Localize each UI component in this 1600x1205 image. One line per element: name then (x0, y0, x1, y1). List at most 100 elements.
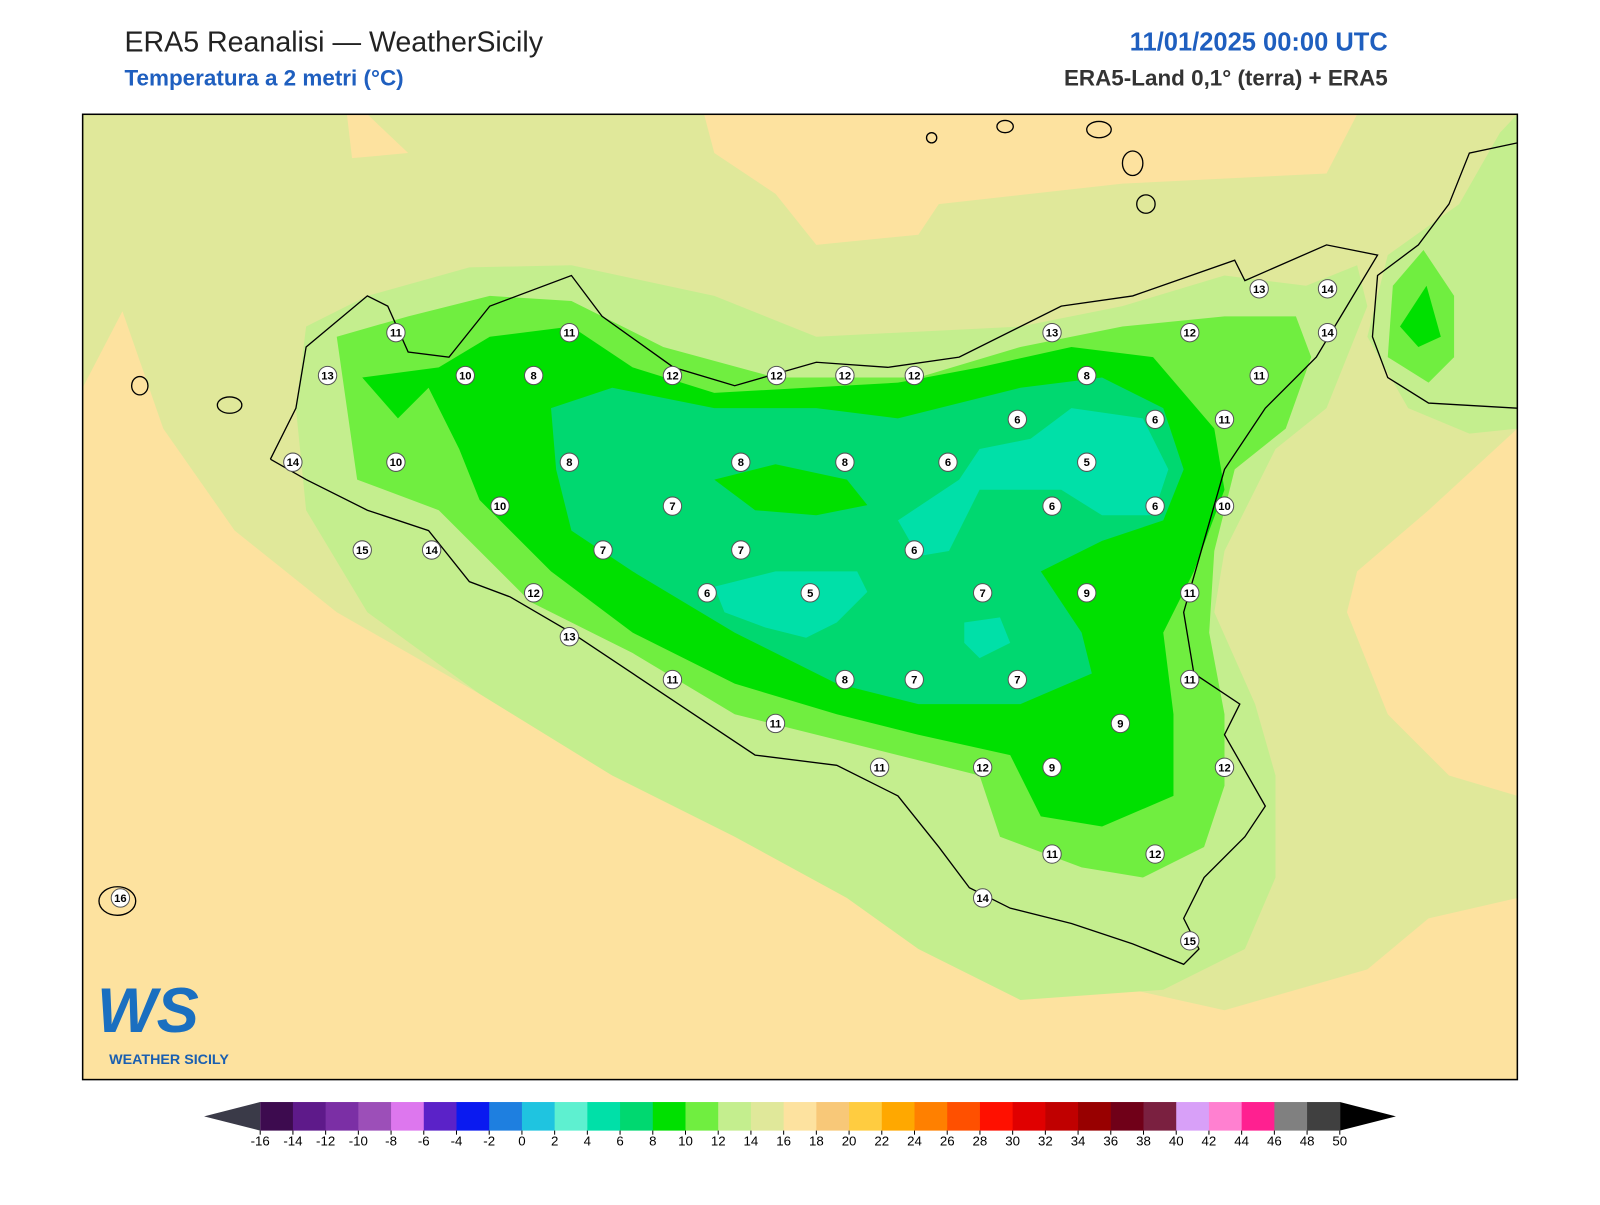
station-value: 6 (704, 588, 710, 600)
station-marker (697, 583, 717, 603)
station: 11 (1249, 365, 1269, 386)
station: 7 (1007, 669, 1028, 690)
station-marker (559, 322, 580, 343)
station-marker (1249, 365, 1269, 386)
colorbar-box (620, 1102, 654, 1131)
colorbar-box (391, 1102, 425, 1131)
coastline (269, 244, 1379, 966)
station-value: 6 (911, 545, 917, 557)
colorbar-box (587, 1102, 621, 1131)
station-marker (1214, 496, 1235, 516)
contour-4-6 (714, 571, 868, 638)
station-marker (559, 627, 580, 647)
station-marker (283, 452, 303, 472)
station-marker (1042, 757, 1062, 778)
station: 6 (1042, 496, 1062, 516)
colorbar-tick-label: 30 (1005, 1133, 1020, 1148)
station-marker (904, 540, 924, 560)
station: 13 (1042, 322, 1062, 343)
station-marker (972, 888, 993, 908)
logo-name: WEATHER SICILY (109, 1052, 229, 1068)
station-marker (1077, 365, 1097, 386)
station-marker (1110, 713, 1131, 734)
station-value: 14 (287, 457, 300, 469)
station-value: 11 (1184, 675, 1196, 687)
station-marker (1007, 409, 1028, 430)
station-marker (835, 365, 855, 386)
station-marker (386, 322, 406, 343)
station: 13 (559, 627, 580, 647)
station: 8 (835, 452, 855, 472)
colorbar-tick-label: 14 (744, 1133, 759, 1148)
island (996, 119, 1014, 134)
station-value: 14 (1321, 284, 1334, 296)
station: 12 (766, 365, 787, 386)
station-marker (1249, 279, 1269, 299)
colorbar-tick-label: -8 (385, 1133, 397, 1148)
station-value: 11 (874, 762, 886, 774)
station-marker (523, 365, 544, 386)
station: 12 (904, 365, 924, 386)
colorbar-box (325, 1102, 359, 1131)
station: 11 (386, 322, 406, 343)
station-value: 8 (842, 457, 848, 469)
colorbar-tick-label: 10 (678, 1133, 693, 1148)
station-value: 15 (356, 545, 368, 557)
colorbar-tick-label: -10 (349, 1133, 368, 1148)
colorbar-tick-label: 20 (842, 1133, 857, 1148)
colorbar-box (358, 1102, 392, 1131)
station: 11 (1180, 583, 1200, 603)
station: 15 (1180, 931, 1200, 951)
colorbar-box (1078, 1102, 1112, 1131)
colorbar-extend-high (1339, 1102, 1396, 1131)
station-value: 12 (770, 370, 782, 382)
station-marker (1214, 409, 1235, 430)
logo: WS WEATHER SICILY (97, 976, 229, 1068)
station: 11 (1214, 409, 1235, 430)
station-value: 11 (563, 328, 575, 340)
station: 6 (1145, 409, 1165, 430)
station-value: 6 (1049, 501, 1055, 513)
island (130, 375, 149, 396)
colorbar-tick-label: 18 (809, 1133, 824, 1148)
station: 10 (490, 496, 510, 516)
station-value: 8 (738, 457, 744, 469)
station: 8 (731, 452, 751, 472)
colorbar-tick-label: 28 (973, 1133, 988, 1148)
colorbar-tick-label: 40 (1169, 1133, 1184, 1148)
station-marker (662, 496, 683, 516)
map: 11 11 13 10 8 12 12 12 12 13 12 13 14 14 8 11 6 6 11 14 10 8 8… (82, 114, 1518, 1080)
station: 8 (559, 452, 580, 472)
station: 13 (317, 365, 338, 386)
station-value: 11 (1219, 414, 1231, 426)
station: 6 (938, 452, 958, 472)
contour-8-10 (1400, 285, 1441, 347)
colorbar-box (783, 1102, 817, 1131)
station-value: 12 (1149, 849, 1161, 861)
station: 9 (1110, 713, 1131, 734)
station-marker (386, 452, 406, 472)
station: 16 (110, 888, 131, 908)
station: 10 (455, 365, 475, 386)
station: 12 (662, 365, 683, 386)
island (98, 886, 137, 916)
station-marker (766, 365, 787, 386)
station: 5 (800, 583, 820, 603)
station-value: 10 (494, 501, 506, 513)
station-marker (800, 583, 820, 603)
colorbar-box (260, 1102, 294, 1131)
station: 8 (523, 365, 544, 386)
station: 14 (283, 452, 303, 472)
station: 7 (593, 540, 613, 560)
station: 11 (1180, 669, 1200, 690)
station: 6 (1007, 409, 1028, 430)
colorbar-box (652, 1102, 687, 1131)
colorbar-box (947, 1102, 981, 1131)
title: ERA5 Reanalisi — WeatherSicily (124, 26, 543, 58)
colorbar-tick-label: 34 (1071, 1133, 1086, 1148)
colorbar-box (881, 1102, 916, 1131)
colorbar-box (1012, 1102, 1046, 1131)
station: 12 (523, 583, 544, 603)
station-value: 6 (1152, 501, 1158, 513)
colorbar-box (816, 1102, 850, 1131)
